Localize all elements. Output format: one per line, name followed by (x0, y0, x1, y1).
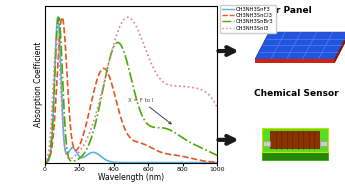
CH3NH3SnI3 (73, 155, 77, 157)
Polygon shape (262, 128, 328, 152)
CH3NH3SnBr3 (215, 154, 219, 157)
CH3NH3SnF3 (109, 161, 113, 163)
Line: CH3NH3SnCl3: CH3NH3SnCl3 (45, 17, 217, 163)
CH3NH3SnI3 (109, 53, 113, 55)
CH3NH3SnCl3 (62, 34, 67, 36)
CH3NH3SnF3 (117, 161, 121, 164)
CH3NH3SnBr3 (109, 53, 113, 55)
CH3NH3SnBr3 (117, 42, 121, 44)
CH3NH3SnF3 (212, 161, 216, 164)
Text: Solar Panel: Solar Panel (254, 6, 311, 15)
CH3NH3SnF3 (43, 161, 47, 164)
Polygon shape (270, 131, 320, 149)
Polygon shape (255, 32, 345, 59)
Polygon shape (255, 59, 335, 63)
CH3NH3SnI3 (193, 87, 197, 89)
CH3NH3SnF3 (215, 161, 219, 164)
CH3NH3SnI3 (62, 143, 67, 145)
CH3NH3SnBr3 (57, 16, 61, 18)
CH3NH3SnCl3 (212, 161, 216, 163)
CH3NH3SnCl3 (109, 81, 113, 83)
CH3NH3SnI3 (43, 161, 47, 164)
CH3NH3SnF3 (56, 16, 60, 18)
CH3NH3SnBr3 (73, 160, 77, 162)
Polygon shape (262, 152, 328, 160)
CH3NH3SnF3 (62, 145, 67, 148)
CH3NH3SnI3 (215, 106, 219, 109)
Y-axis label: Absorption Coefficient: Absorption Coefficient (34, 41, 43, 127)
CH3NH3SnCl3 (117, 108, 121, 111)
CH3NH3SnCl3 (60, 16, 64, 18)
CH3NH3SnI3 (116, 28, 120, 31)
CH3NH3SnF3 (193, 161, 197, 164)
Text: Chemical Sensor: Chemical Sensor (254, 89, 338, 98)
CH3NH3SnCl3 (215, 161, 219, 163)
X-axis label: Wavelength (nm): Wavelength (nm) (98, 173, 164, 182)
CH3NH3SnBr3 (212, 153, 216, 155)
CH3NH3SnBr3 (62, 118, 67, 121)
Polygon shape (321, 141, 327, 146)
Polygon shape (335, 32, 345, 63)
Text: X = F to I: X = F to I (128, 98, 171, 124)
Line: CH3NH3SnI3: CH3NH3SnI3 (45, 17, 217, 163)
CH3NH3SnF3 (73, 148, 77, 151)
CH3NH3SnI3 (126, 16, 130, 18)
CH3NH3SnBr3 (193, 144, 197, 146)
Polygon shape (263, 141, 269, 146)
CH3NH3SnI3 (212, 100, 216, 103)
CH3NH3SnCl3 (43, 161, 47, 164)
CH3NH3SnCl3 (73, 149, 77, 151)
Line: CH3NH3SnBr3: CH3NH3SnBr3 (45, 17, 217, 163)
CH3NH3SnCl3 (193, 158, 197, 160)
Legend: CH3NH3SnF3, CH3NH3SnCl3, CH3NH3SnBr3, CH3NH3SnI3: CH3NH3SnF3, CH3NH3SnCl3, CH3NH3SnBr3, CH… (220, 5, 276, 33)
Line: CH3NH3SnF3: CH3NH3SnF3 (45, 17, 217, 163)
CH3NH3SnBr3 (43, 161, 47, 164)
